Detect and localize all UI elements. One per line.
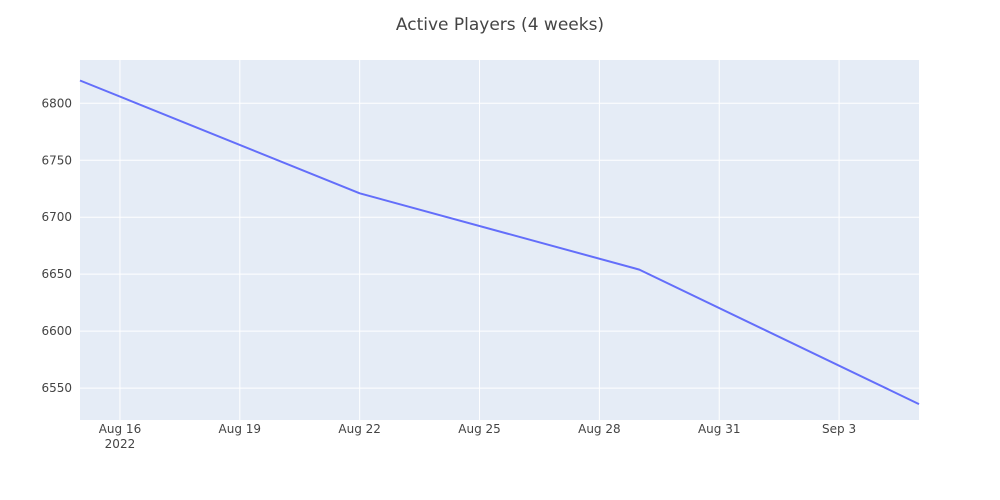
x-tick-label: Aug 25 — [458, 422, 501, 436]
x-tick-label: Sep 3 — [822, 422, 856, 436]
y-tick-label: 6800 — [41, 96, 72, 110]
y-axis: 6550 6600 6650 6700 6750 6800 — [41, 96, 72, 395]
x-tick-year-label: 2022 — [105, 437, 136, 451]
x-tick-label: Aug 28 — [578, 422, 621, 436]
y-tick-label: 6650 — [41, 267, 72, 281]
y-tick-label: 6550 — [41, 381, 72, 395]
series-layer — [79, 79, 920, 406]
x-tick-label: Aug 22 — [338, 422, 381, 436]
series-line — [79, 79, 920, 406]
y-tick-label: 6700 — [41, 210, 72, 224]
x-tick-label: Aug 16 — [99, 422, 142, 436]
y-tick-label: 6600 — [41, 324, 72, 338]
y-tick-label: 6750 — [41, 153, 72, 167]
grid — [80, 60, 919, 420]
x-tick-label: Aug 19 — [219, 422, 262, 436]
x-tick-label: Aug 31 — [698, 422, 741, 436]
chart-title: Active Players (4 weeks) — [396, 15, 604, 35]
plot-area — [80, 60, 919, 420]
